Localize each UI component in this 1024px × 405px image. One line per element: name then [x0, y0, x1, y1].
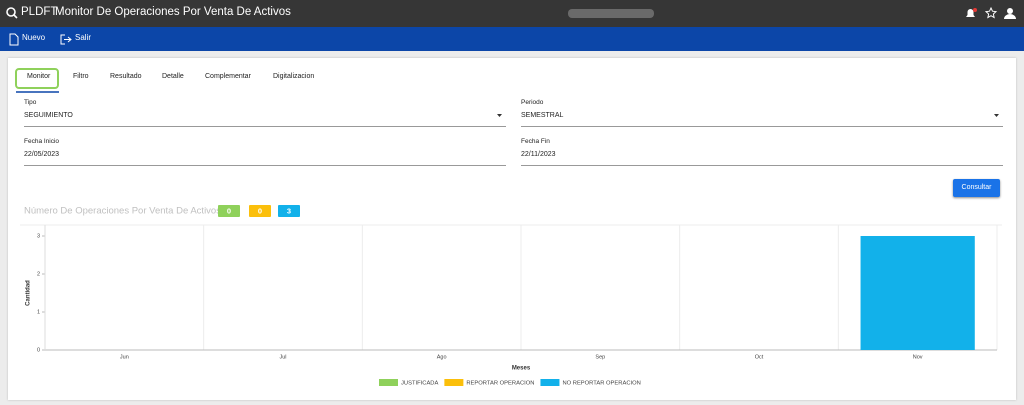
top-bar [0, 0, 1024, 27]
chart-title: Número De Operaciones Por Venta De Activ… [24, 206, 221, 217]
exit-icon[interactable] [60, 34, 72, 45]
total-badge [278, 205, 300, 217]
tab[interactable]: Monitor [27, 73, 51, 80]
field-underline [24, 126, 506, 127]
x-tick-label: Nov [913, 354, 923, 360]
search-icon[interactable] [6, 7, 18, 19]
field-label: Fecha Inicio [24, 138, 60, 145]
consultar-button[interactable]: Consultar [953, 179, 1000, 197]
toolbar-button[interactable]: Salir [75, 33, 92, 42]
x-axis-title: Meses [512, 366, 531, 372]
legend-swatch[interactable] [540, 379, 560, 386]
total-badge [218, 205, 240, 217]
total-badge [249, 205, 271, 217]
user-icon[interactable] [1004, 8, 1016, 19]
field-label: Fecha Fin [521, 138, 550, 145]
field-underline [24, 165, 506, 166]
y-tick-label: 3 [37, 233, 40, 239]
field-label: Periodo [521, 99, 544, 106]
x-tick-label: Jun [120, 354, 129, 360]
field-label: Tipo [24, 99, 37, 106]
x-tick-label: Jul [279, 354, 286, 360]
total-badge-value: 3 [287, 206, 291, 215]
y-tick-label: 2 [37, 271, 40, 277]
star-icon[interactable] [984, 6, 998, 19]
x-tick-label: Sep [595, 354, 605, 360]
field-value[interactable]: 22/11/2023 [521, 151, 556, 158]
card [8, 58, 1016, 400]
toolbar [0, 27, 1024, 51]
field-value[interactable]: 22/05/2023 [24, 151, 60, 158]
tab[interactable]: Resultado [110, 73, 142, 80]
field-underline [521, 165, 1003, 166]
y-tick-label: 0 [37, 347, 40, 353]
y-axis-title: Cantidad [26, 280, 32, 306]
x-tick-label: Ago [437, 354, 447, 360]
x-tick-label: Oct [755, 354, 764, 360]
tab[interactable]: Complementar [205, 73, 251, 80]
dropdown-arrow[interactable] [497, 114, 502, 117]
dropdown-arrow[interactable] [994, 114, 999, 117]
tab[interactable]: Digitalizacion [273, 73, 315, 80]
active-tab-highlight [15, 68, 59, 89]
legend-label[interactable]: NO REPORTAR OPERACION [562, 381, 640, 387]
new-icon[interactable] [9, 33, 19, 46]
field-underline [521, 126, 1003, 127]
total-badge-value: 0 [227, 206, 231, 215]
bar [860, 236, 975, 350]
tab[interactable]: Detalle [162, 73, 184, 80]
legend-swatch[interactable] [444, 379, 464, 386]
legend-label[interactable]: JUSTIFICADA [401, 381, 438, 387]
legend-swatch[interactable] [379, 379, 398, 386]
bell-icon[interactable] [966, 8, 977, 17]
field-value[interactable]: SEMESTRAL [521, 112, 564, 119]
page-title: Monitor De Operaciones Por Venta De Acti… [55, 6, 291, 18]
blurred-user [568, 9, 654, 18]
field-value[interactable]: SEGUIMIENTO [24, 112, 73, 119]
y-tick-label: 1 [37, 309, 40, 315]
tab[interactable]: Filtro [73, 73, 89, 80]
total-badge-value: 0 [258, 206, 262, 215]
legend-label[interactable]: REPORTAR OPERACION [466, 381, 534, 387]
toolbar-button[interactable]: Nuevo [22, 33, 46, 42]
app-name: PLDFT [21, 6, 58, 18]
